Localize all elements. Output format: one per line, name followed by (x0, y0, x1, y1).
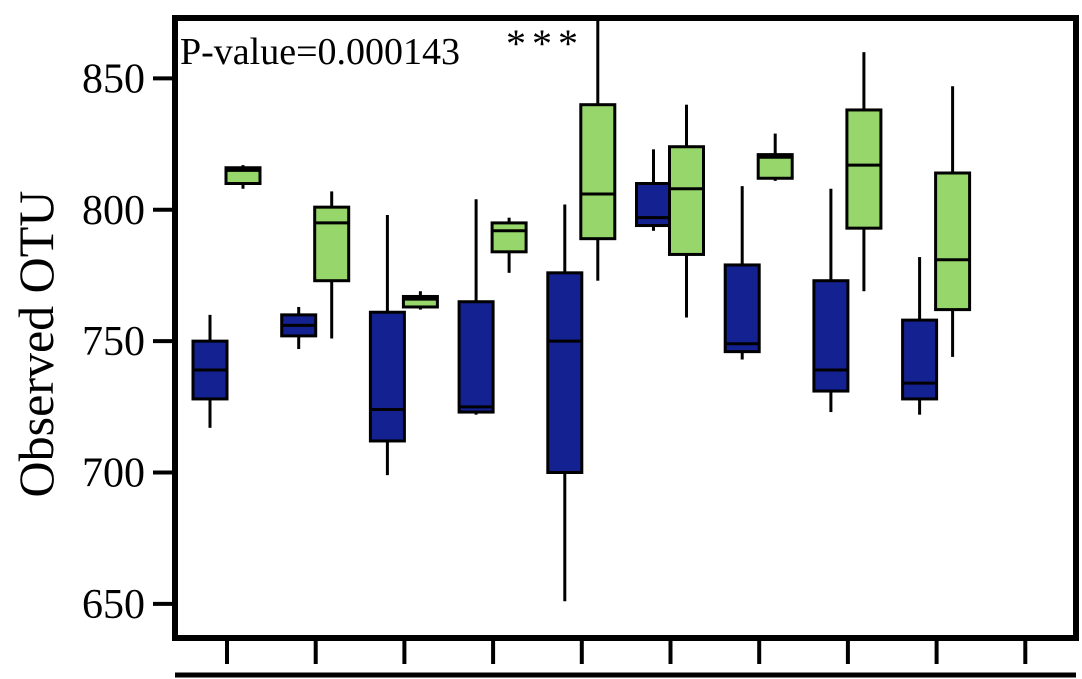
y-tick-label: 800 (82, 188, 145, 234)
y-axis-label: Observed OTU (8, 191, 64, 498)
box-group-green (224, 165, 262, 189)
box-iqr (934, 171, 972, 312)
box-iqr (490, 221, 528, 254)
box-group-blue (280, 306, 318, 350)
box-iqr (457, 300, 495, 414)
box-group-green (313, 191, 351, 339)
box-iqr (635, 182, 672, 228)
box-iqr (668, 145, 705, 256)
box-iqr (901, 318, 939, 401)
box-group-blue (901, 257, 939, 415)
box-iqr (723, 263, 761, 354)
y-tick-label: 650 (82, 582, 145, 628)
labels: Observed OTU P-value=0.000143 *** 650 700… (8, 21, 584, 628)
y-tick-label: 700 (82, 450, 145, 496)
box-iqr (756, 153, 794, 180)
box-iqr (812, 279, 850, 393)
box-group-blue (546, 204, 584, 602)
box-group-blue (368, 215, 406, 476)
box-group-blue (723, 186, 761, 360)
box-group-blue (812, 188, 850, 413)
box-group-green (668, 104, 705, 318)
box-iqr (579, 103, 617, 241)
box-group-green (756, 133, 794, 181)
boxes (191, 18, 972, 602)
box-group-green (490, 217, 528, 273)
plot-frame (172, 15, 1079, 641)
box-group-blue (457, 199, 495, 415)
box-group-blue (635, 149, 672, 231)
p-value-annotation: P-value=0.000143 (180, 31, 460, 73)
box-group-blue (191, 314, 229, 428)
significance-stars: *** (506, 21, 584, 66)
box-iqr (313, 205, 351, 283)
axes (153, 15, 1079, 678)
box-iqr (401, 294, 439, 309)
y-tick-label: 850 (82, 56, 145, 102)
box-group-green (845, 52, 883, 292)
y-tick-label: 750 (82, 319, 145, 365)
box-iqr (845, 108, 883, 230)
box-group-green (401, 291, 439, 310)
box-group-green (934, 86, 972, 357)
box-iqr (546, 271, 584, 474)
box-iqr (368, 310, 406, 443)
box-group-green (579, 18, 617, 281)
